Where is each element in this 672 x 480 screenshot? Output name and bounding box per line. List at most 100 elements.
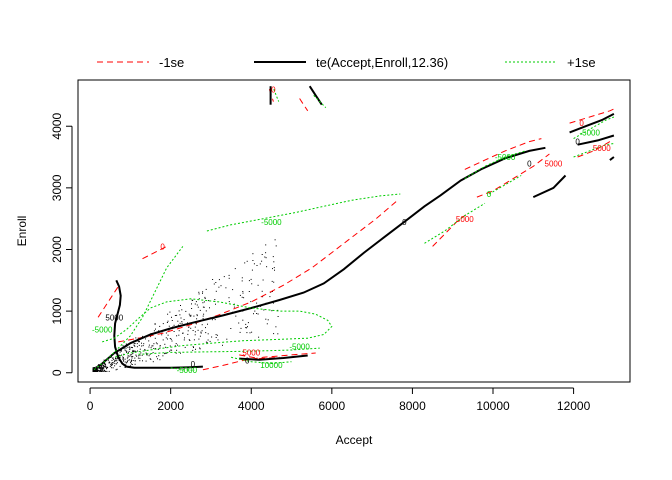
data-point bbox=[113, 359, 115, 360]
y-tick-label: 4000 bbox=[50, 113, 64, 140]
data-point bbox=[271, 310, 273, 312]
data-point bbox=[133, 345, 135, 346]
data-point bbox=[187, 333, 189, 335]
data-point bbox=[230, 328, 232, 329]
data-point bbox=[156, 356, 158, 358]
data-point bbox=[179, 314, 181, 316]
series-line bbox=[476, 153, 550, 198]
data-point bbox=[188, 326, 189, 328]
contour-label: 5000 bbox=[242, 349, 260, 358]
data-point bbox=[202, 302, 204, 304]
data-point bbox=[277, 316, 279, 317]
data-point bbox=[176, 335, 178, 337]
data-point bbox=[220, 285, 222, 287]
data-point bbox=[101, 370, 103, 372]
data-point bbox=[197, 329, 199, 331]
data-point bbox=[272, 268, 273, 270]
data-point bbox=[144, 349, 146, 350]
data-point bbox=[269, 296, 271, 298]
series-line bbox=[97, 286, 119, 318]
data-point bbox=[157, 348, 159, 350]
data-point bbox=[199, 335, 201, 337]
data-point bbox=[200, 331, 202, 333]
data-point bbox=[115, 369, 117, 371]
data-point bbox=[116, 368, 118, 370]
data-point bbox=[116, 358, 118, 360]
data-point bbox=[162, 339, 164, 341]
data-point bbox=[203, 301, 205, 303]
data-point bbox=[137, 357, 139, 359]
data-point bbox=[192, 300, 194, 301]
data-point bbox=[166, 352, 168, 354]
data-point bbox=[196, 315, 198, 317]
data-point bbox=[198, 293, 200, 295]
series-line bbox=[113, 279, 203, 369]
data-point bbox=[273, 261, 275, 263]
data-point bbox=[207, 333, 209, 335]
data-point bbox=[98, 366, 100, 368]
data-point bbox=[242, 292, 244, 294]
data-point bbox=[99, 370, 101, 372]
data-point bbox=[171, 349, 173, 351]
data-point bbox=[173, 324, 175, 326]
data-point bbox=[123, 357, 124, 359]
data-point bbox=[127, 356, 129, 358]
data-point bbox=[188, 313, 190, 315]
data-point bbox=[247, 322, 249, 324]
series-1 bbox=[92, 85, 615, 372]
data-point bbox=[225, 287, 227, 289]
data-point bbox=[213, 283, 215, 285]
data-point bbox=[248, 291, 250, 292]
data-point bbox=[148, 344, 150, 346]
data-point bbox=[243, 297, 245, 299]
data-point bbox=[245, 323, 247, 325]
series-line bbox=[609, 156, 615, 161]
data-point bbox=[105, 366, 107, 368]
contour-label: 10000 bbox=[260, 361, 283, 370]
data-point bbox=[131, 356, 133, 358]
data-point bbox=[135, 337, 137, 339]
data-point bbox=[166, 322, 168, 323]
data-point bbox=[93, 367, 95, 369]
data-point bbox=[149, 353, 151, 355]
data-point bbox=[157, 358, 158, 360]
data-point bbox=[178, 310, 180, 312]
x-tick-label: 0 bbox=[87, 399, 94, 413]
contour-label: 5000 bbox=[456, 215, 474, 224]
data-point bbox=[266, 323, 268, 325]
data-point bbox=[102, 370, 104, 372]
x-tick-label: 4000 bbox=[238, 399, 265, 413]
data-point bbox=[126, 351, 128, 353]
data-point bbox=[179, 322, 181, 324]
data-point bbox=[169, 350, 171, 352]
data-point bbox=[265, 252, 267, 254]
data-point bbox=[154, 337, 156, 339]
data-point bbox=[110, 364, 112, 365]
data-point bbox=[155, 328, 156, 330]
data-point bbox=[174, 345, 176, 347]
data-point bbox=[103, 370, 105, 372]
data-point bbox=[150, 347, 152, 349]
data-point bbox=[132, 356, 134, 357]
data-point bbox=[187, 322, 188, 324]
data-point bbox=[273, 267, 275, 269]
data-point bbox=[103, 368, 105, 370]
data-point bbox=[257, 313, 259, 315]
data-point bbox=[203, 313, 205, 315]
data-point bbox=[198, 338, 200, 340]
data-point bbox=[176, 349, 178, 351]
contour-label: 0 bbox=[191, 360, 196, 369]
data-point bbox=[215, 337, 217, 338]
data-point bbox=[207, 339, 209, 341]
data-point bbox=[107, 359, 109, 361]
data-point bbox=[94, 367, 96, 369]
data-point bbox=[246, 327, 247, 329]
data-point bbox=[123, 347, 125, 349]
series-line bbox=[424, 202, 486, 244]
series-line bbox=[573, 116, 615, 140]
data-point bbox=[264, 256, 266, 258]
data-point bbox=[204, 298, 206, 299]
series-line bbox=[239, 354, 308, 361]
data-point bbox=[241, 280, 243, 282]
data-point bbox=[262, 296, 264, 298]
